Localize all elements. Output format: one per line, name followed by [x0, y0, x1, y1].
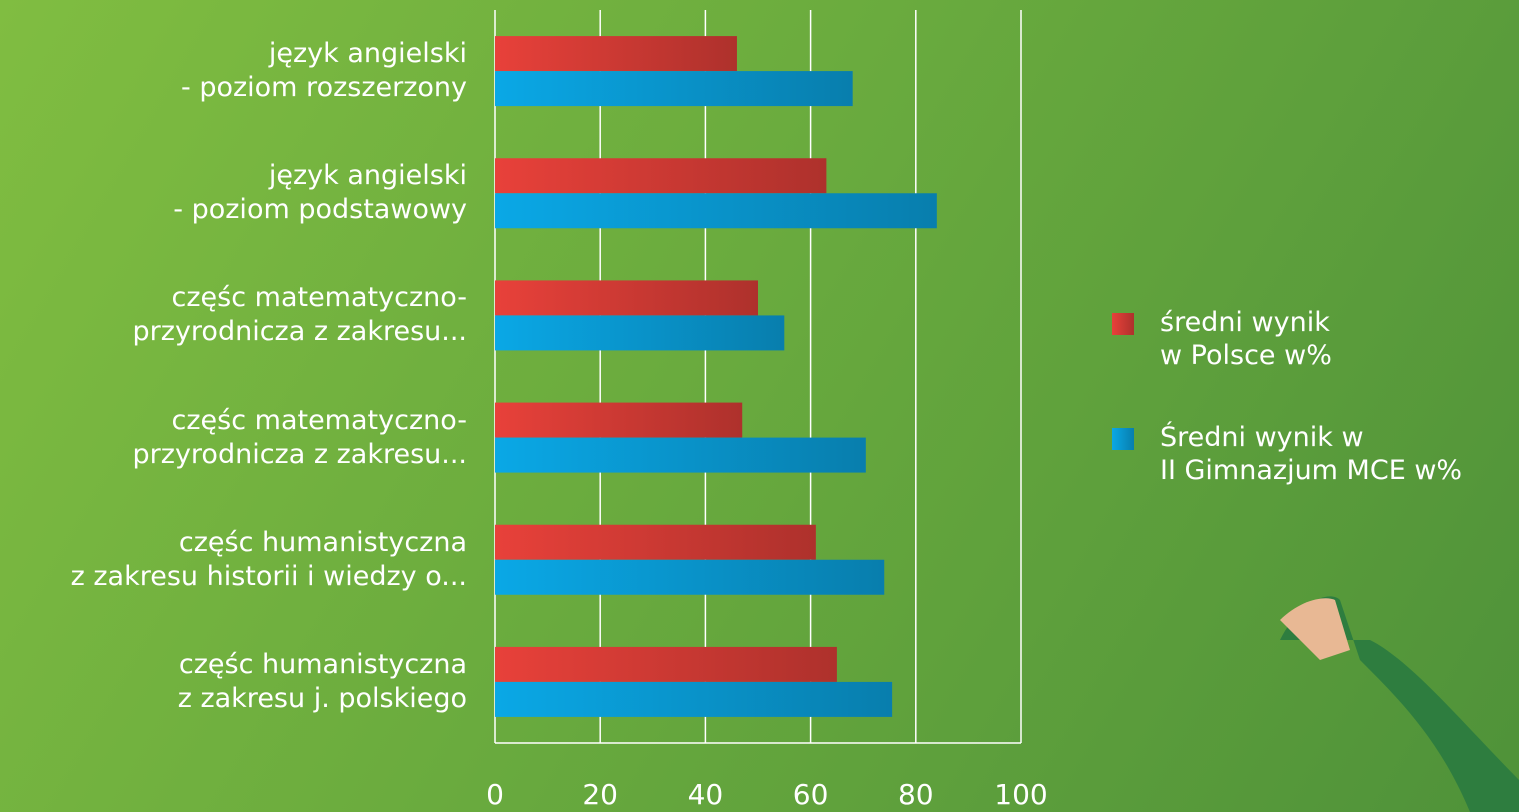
x-tick-label: 60	[771, 778, 851, 812]
legend-label: średni wynik w Polsce w%	[1160, 306, 1332, 372]
bar	[495, 71, 853, 106]
bar	[495, 193, 937, 228]
legend-swatch	[1112, 313, 1134, 335]
bar	[495, 280, 758, 315]
bar	[495, 158, 826, 193]
bar	[495, 525, 816, 560]
bar	[495, 560, 884, 595]
x-tick-label: 0	[455, 778, 535, 812]
bar	[495, 36, 737, 71]
x-tick-label: 80	[876, 778, 956, 812]
x-tick-label: 40	[665, 778, 745, 812]
y-tick-label: częśc humanistyczna z zakresu j. polskie…	[0, 648, 467, 716]
bar	[495, 438, 866, 473]
x-tick-label: 100	[981, 778, 1061, 812]
chart: 0 20 40 60 80 100 język angielski - poziom roz…	[0, 0, 1519, 812]
bar	[495, 647, 837, 682]
y-tick-label: częśc humanistyczna z zakresu historii i…	[0, 526, 467, 594]
y-tick-label: język angielski - poziom rozszerzony	[0, 37, 467, 105]
legend-label: Średni wynik w II Gimnazjum MCE w%	[1160, 421, 1462, 487]
legend-swatch	[1112, 428, 1134, 450]
y-tick-label: język angielski - poziom podstawowy	[0, 159, 467, 227]
bar	[495, 315, 784, 350]
bar	[495, 682, 892, 717]
y-tick-label: częśc matematyczno- przyrodnicza z zakre…	[0, 404, 467, 472]
bar	[495, 403, 742, 438]
x-tick-label: 20	[560, 778, 640, 812]
y-tick-label: częśc matematyczno- przyrodnicza z zakre…	[0, 281, 467, 349]
